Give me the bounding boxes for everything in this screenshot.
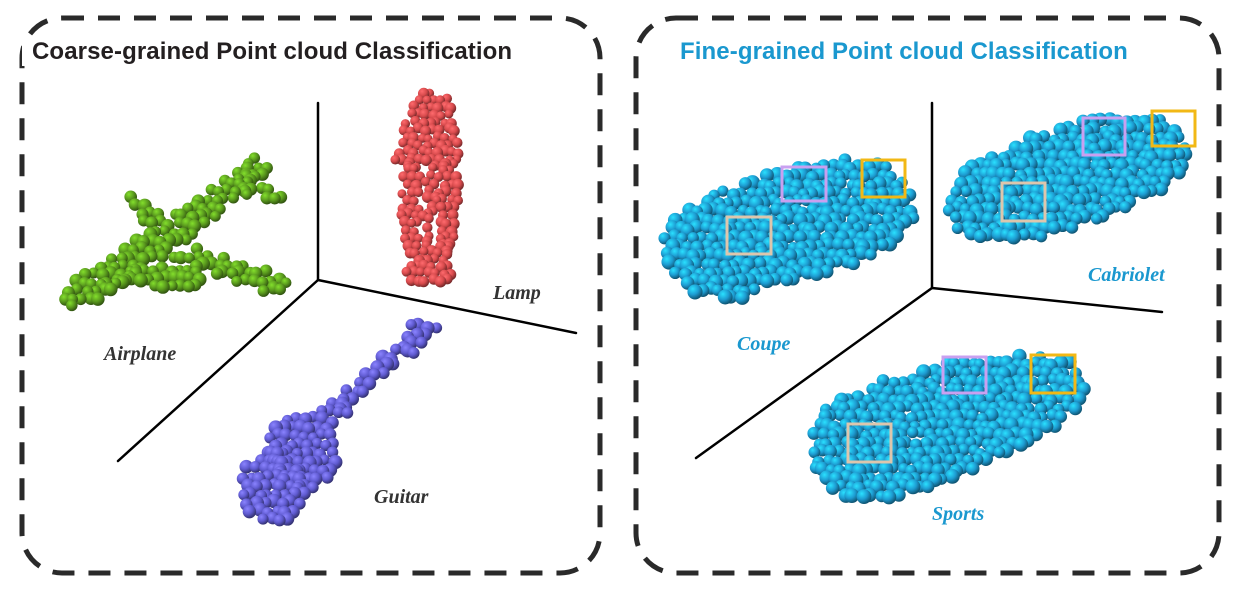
coupe-beige-box [725,215,773,256]
coupe-gold-box [860,158,907,199]
lamp-label: Lamp [493,282,541,304]
lamp-point-cloud-icon [390,87,464,288]
coupe-highlight-boxes [725,158,907,256]
coupe-label: Coupe [737,333,791,355]
cabriolet-highlight-boxes [1000,109,1197,223]
coarse-panel-border [19,15,603,576]
coarse-panel-title: Coarse-grained Point cloud Classificatio… [22,38,523,66]
sports-violet-box [941,355,988,395]
fine-axes [694,101,1164,460]
airplane-label: Airplane [104,343,177,365]
guitar-label: Guitar [374,486,429,508]
guitar-point-cloud-icon [236,317,443,527]
cabriolet-label: Cabriolet [1088,264,1165,286]
coupe-violet-box [780,165,828,203]
cabriolet-violet-box [1081,116,1127,157]
sports-beige-box [846,422,893,464]
fine-panel-border [633,15,1222,576]
sports-label: Sports [932,503,985,525]
cabriolet-gold-box [1150,109,1197,148]
sports-gold-box [1029,353,1077,395]
fine-panel-title: Fine-grained Point cloud Classification [670,38,1138,66]
sports-car-point-cloud [807,348,1091,505]
cabriolet-car-point-cloud [942,112,1193,245]
airplane-point-cloud-icon [59,152,292,312]
cabriolet-beige-box [1000,181,1047,223]
sports-highlight-boxes [846,353,1077,464]
coarse-axes [116,101,578,463]
coupe-car-point-cloud [658,153,920,305]
